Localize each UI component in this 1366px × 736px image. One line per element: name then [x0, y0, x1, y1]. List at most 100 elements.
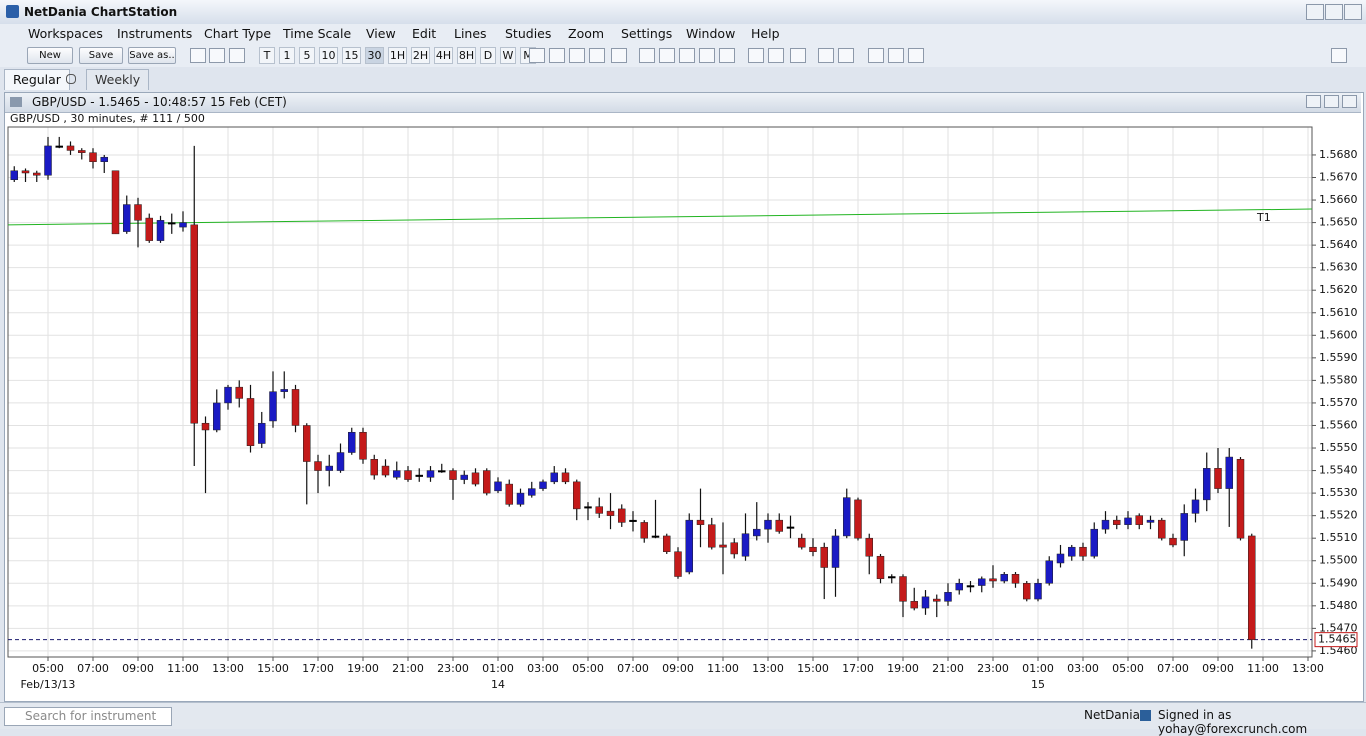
interval-button[interactable]: 15: [342, 47, 361, 64]
candle-body: [1079, 546, 1087, 557]
toolbar-button[interactable]: New: [27, 47, 73, 64]
candle-body: [573, 481, 581, 510]
menu-item[interactable]: Instruments: [117, 26, 193, 41]
candle-body: [348, 431, 356, 453]
interval-button[interactable]: 4H: [434, 47, 453, 64]
candle-body: [483, 470, 491, 494]
candle-body: [1202, 468, 1211, 501]
menu-item[interactable]: Edit: [412, 26, 437, 41]
tool-icon[interactable]: [549, 48, 565, 63]
candle-body: [561, 472, 570, 483]
candle-body: [730, 542, 738, 555]
y-tick-label: 1.5500: [1319, 554, 1358, 567]
tab-close[interactable]: [66, 74, 76, 84]
candle-body: [1191, 499, 1200, 514]
interval-button[interactable]: 10: [319, 47, 338, 64]
tool-icon[interactable]: [748, 48, 764, 63]
candle-body: [966, 585, 975, 588]
menu-item[interactable]: Chart Type: [204, 26, 272, 41]
candle-body: [393, 470, 401, 478]
maximize[interactable]: [1325, 4, 1343, 20]
candle-body: [10, 170, 19, 181]
y-tick-label: 1.5680: [1319, 148, 1358, 161]
tool-icon[interactable]: [611, 48, 627, 63]
x-tick-label: 01:00: [482, 662, 514, 675]
tool-icon[interactable]: [790, 48, 806, 63]
tool-icon[interactable]: [768, 48, 784, 63]
menu-item[interactable]: View: [366, 26, 396, 41]
candle-body: [910, 601, 918, 609]
close[interactable]: [1344, 4, 1362, 20]
chart-type-icon[interactable]: [209, 48, 225, 63]
interval-button[interactable]: 5: [299, 47, 315, 64]
x-tick-label: 15:00: [257, 662, 289, 675]
y-tick-label: 1.5480: [1319, 599, 1358, 612]
interval-button[interactable]: D: [480, 47, 496, 64]
interval-button[interactable]: T: [259, 47, 275, 64]
close[interactable]: [1342, 95, 1357, 108]
tool-icon[interactable]: [659, 48, 675, 63]
tab[interactable]: Regular: [4, 69, 70, 90]
chart-type-icon[interactable]: [229, 48, 245, 63]
candle-body: [66, 145, 75, 151]
interval-button[interactable]: 8H: [457, 47, 476, 64]
candle-body: [550, 472, 559, 483]
menu-item[interactable]: Settings: [621, 26, 673, 41]
y-tick-label: 1.5580: [1319, 373, 1358, 386]
menu-item[interactable]: Zoom: [568, 26, 605, 41]
restore[interactable]: [1324, 95, 1339, 108]
tool-icon[interactable]: [589, 48, 605, 63]
chart-subtitle: GBP/USD , 30 minutes, # 111 / 500: [10, 112, 205, 125]
interval-button[interactable]: 1H: [388, 47, 407, 64]
tool-icon[interactable]: [868, 48, 884, 63]
candle-body: [269, 391, 277, 422]
candle-body: [494, 481, 502, 492]
candle-body: [404, 470, 412, 480]
search-box[interactable]: Search for instrument: [4, 707, 172, 726]
last-price-label: 1.5465: [1318, 633, 1357, 646]
candle-body: [123, 204, 131, 232]
tool-icon[interactable]: [529, 48, 545, 63]
candle-body: [235, 386, 244, 399]
chart-type-icon[interactable]: [190, 48, 206, 63]
tool-icon[interactable]: [838, 48, 854, 63]
tool-icon[interactable]: [908, 48, 924, 63]
tool-icon[interactable]: [569, 48, 585, 63]
candle-body: [820, 546, 828, 568]
candle-body: [134, 204, 142, 221]
interval-button[interactable]: W: [500, 47, 516, 64]
x-tick-label: 23:00: [437, 662, 469, 675]
candle-body: [595, 506, 604, 514]
candle-body: [280, 389, 289, 392]
x-tick-label: 05:00: [1112, 662, 1144, 675]
toolbar-button[interactable]: Save: [79, 47, 123, 64]
y-tick-label: 1.5560: [1319, 418, 1358, 431]
tool-icon[interactable]: [639, 48, 655, 63]
minimize[interactable]: [1306, 95, 1321, 108]
tool-icon[interactable]: [1331, 48, 1347, 63]
tool-icon[interactable]: [818, 48, 834, 63]
candle-body: [786, 526, 795, 529]
candle-body: [741, 533, 750, 557]
tool-icon[interactable]: [699, 48, 715, 63]
y-tick-label: 1.5650: [1319, 216, 1358, 229]
menu-item[interactable]: Window: [686, 26, 736, 41]
menu-item[interactable]: Studies: [505, 26, 552, 41]
minimize[interactable]: [1306, 4, 1324, 20]
tool-icon[interactable]: [679, 48, 695, 63]
menu-item[interactable]: Help: [751, 26, 780, 41]
toolbar-button[interactable]: Save as..: [128, 47, 176, 64]
menu-item[interactable]: Time Scale: [283, 26, 352, 41]
candle-body: [213, 402, 221, 431]
candle-body: [1022, 583, 1031, 600]
menu-item[interactable]: Workspaces: [28, 26, 103, 41]
tool-icon[interactable]: [888, 48, 904, 63]
tab[interactable]: Weekly: [86, 69, 150, 90]
interval-button[interactable]: 1: [279, 47, 295, 64]
tool-icon[interactable]: [719, 48, 735, 63]
interval-button[interactable]: 30: [365, 47, 384, 64]
interval-button[interactable]: 2H: [411, 47, 430, 64]
menu-item[interactable]: Lines: [454, 26, 487, 41]
candle-body: [1169, 537, 1177, 546]
candle-body: [55, 145, 64, 148]
